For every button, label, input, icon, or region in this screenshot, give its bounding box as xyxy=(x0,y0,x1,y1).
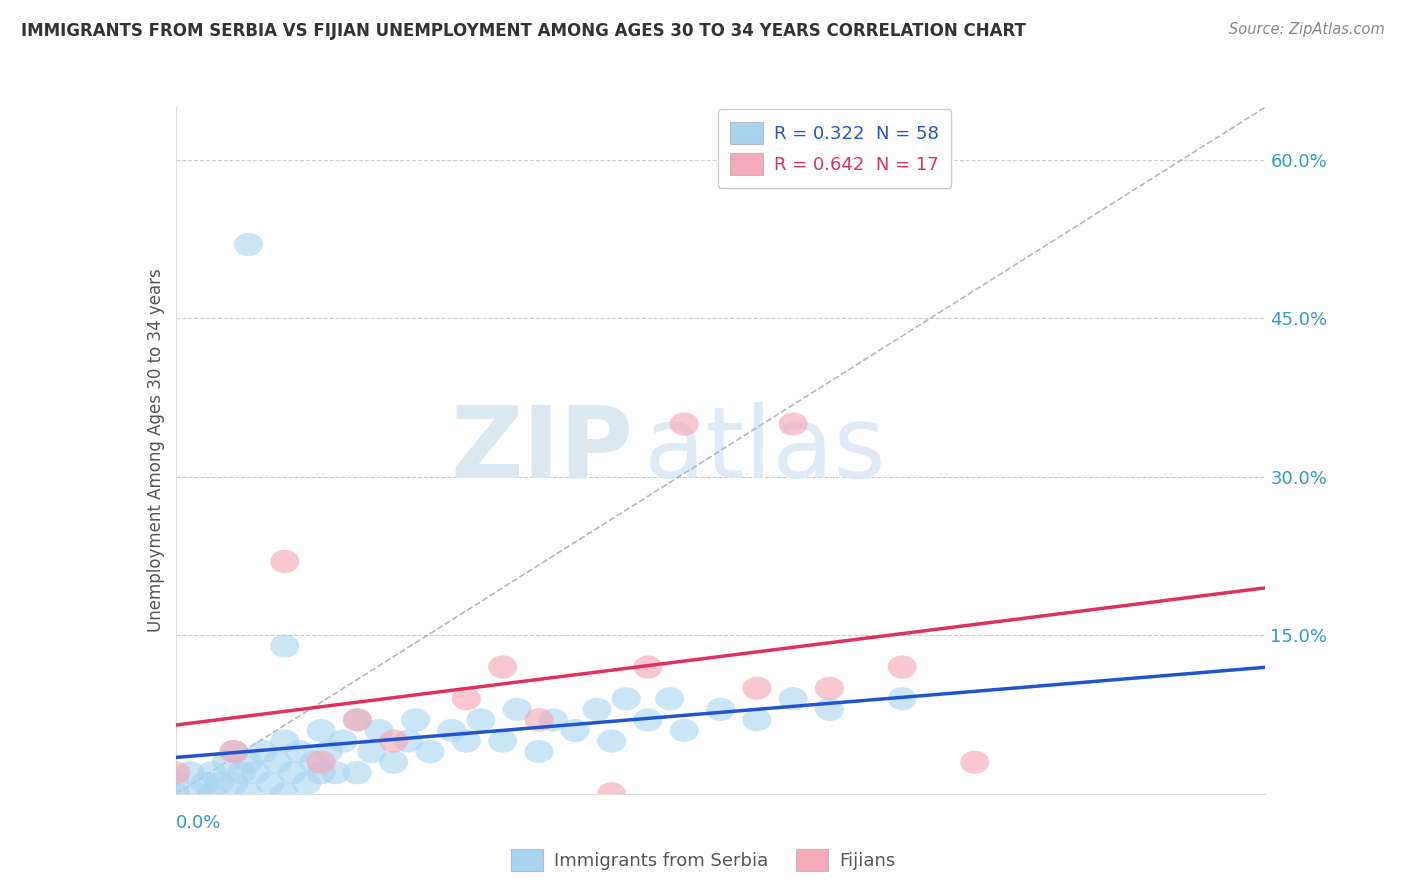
Ellipse shape xyxy=(233,750,263,773)
Ellipse shape xyxy=(270,634,299,657)
Ellipse shape xyxy=(598,782,626,805)
Ellipse shape xyxy=(162,761,190,784)
Ellipse shape xyxy=(669,412,699,435)
Ellipse shape xyxy=(219,772,249,795)
Text: Source: ZipAtlas.com: Source: ZipAtlas.com xyxy=(1229,22,1385,37)
Ellipse shape xyxy=(815,698,844,721)
Ellipse shape xyxy=(467,708,495,731)
Ellipse shape xyxy=(321,761,350,784)
Ellipse shape xyxy=(380,750,408,773)
Ellipse shape xyxy=(401,708,430,731)
Ellipse shape xyxy=(960,750,990,773)
Ellipse shape xyxy=(779,687,808,710)
Ellipse shape xyxy=(270,549,299,573)
Ellipse shape xyxy=(249,740,277,764)
Legend: R = 0.322  N = 58, R = 0.642  N = 17: R = 0.322 N = 58, R = 0.642 N = 17 xyxy=(718,109,952,187)
Ellipse shape xyxy=(219,740,249,764)
Ellipse shape xyxy=(887,687,917,710)
Ellipse shape xyxy=(706,698,735,721)
Ellipse shape xyxy=(176,761,205,784)
Ellipse shape xyxy=(233,782,263,805)
Ellipse shape xyxy=(226,761,256,784)
Ellipse shape xyxy=(394,730,423,753)
Ellipse shape xyxy=(270,782,299,805)
Ellipse shape xyxy=(364,719,394,742)
Ellipse shape xyxy=(277,761,307,784)
Ellipse shape xyxy=(582,698,612,721)
Ellipse shape xyxy=(299,750,329,773)
Ellipse shape xyxy=(212,750,242,773)
Ellipse shape xyxy=(742,677,772,700)
Ellipse shape xyxy=(197,782,226,805)
Text: 0.0%: 0.0% xyxy=(176,814,221,832)
Ellipse shape xyxy=(263,750,292,773)
Ellipse shape xyxy=(779,412,808,435)
Text: atlas: atlas xyxy=(644,402,886,499)
Ellipse shape xyxy=(328,730,357,753)
Ellipse shape xyxy=(183,782,212,805)
Ellipse shape xyxy=(488,730,517,753)
Ellipse shape xyxy=(343,708,371,731)
Ellipse shape xyxy=(380,730,408,753)
Ellipse shape xyxy=(219,740,249,764)
Ellipse shape xyxy=(292,772,321,795)
Ellipse shape xyxy=(343,761,371,784)
Ellipse shape xyxy=(524,708,554,731)
Ellipse shape xyxy=(162,772,190,795)
Ellipse shape xyxy=(488,656,517,679)
Ellipse shape xyxy=(887,656,917,679)
Ellipse shape xyxy=(598,730,626,753)
Ellipse shape xyxy=(307,750,336,773)
Ellipse shape xyxy=(233,233,263,256)
Ellipse shape xyxy=(307,761,336,784)
Ellipse shape xyxy=(538,708,568,731)
Ellipse shape xyxy=(285,740,314,764)
Ellipse shape xyxy=(190,772,219,795)
Ellipse shape xyxy=(633,708,662,731)
Ellipse shape xyxy=(162,782,190,805)
Ellipse shape xyxy=(524,740,554,764)
Ellipse shape xyxy=(416,740,444,764)
Ellipse shape xyxy=(197,761,226,784)
Ellipse shape xyxy=(503,698,531,721)
Ellipse shape xyxy=(742,708,772,731)
Ellipse shape xyxy=(357,740,387,764)
Ellipse shape xyxy=(815,677,844,700)
Ellipse shape xyxy=(270,730,299,753)
Ellipse shape xyxy=(451,687,481,710)
Ellipse shape xyxy=(655,687,685,710)
Ellipse shape xyxy=(256,772,284,795)
Ellipse shape xyxy=(343,708,371,731)
Ellipse shape xyxy=(451,730,481,753)
Ellipse shape xyxy=(242,761,270,784)
Ellipse shape xyxy=(437,719,467,742)
Ellipse shape xyxy=(633,656,662,679)
Ellipse shape xyxy=(314,740,343,764)
Ellipse shape xyxy=(612,687,641,710)
Legend: Immigrants from Serbia, Fijians: Immigrants from Serbia, Fijians xyxy=(503,842,903,879)
Y-axis label: Unemployment Among Ages 30 to 34 years: Unemployment Among Ages 30 to 34 years xyxy=(146,268,165,632)
Text: IMMIGRANTS FROM SERBIA VS FIJIAN UNEMPLOYMENT AMONG AGES 30 TO 34 YEARS CORRELAT: IMMIGRANTS FROM SERBIA VS FIJIAN UNEMPLO… xyxy=(21,22,1026,40)
Ellipse shape xyxy=(205,772,233,795)
Ellipse shape xyxy=(561,719,591,742)
Ellipse shape xyxy=(307,719,336,742)
Text: ZIP: ZIP xyxy=(450,402,633,499)
Ellipse shape xyxy=(669,719,699,742)
